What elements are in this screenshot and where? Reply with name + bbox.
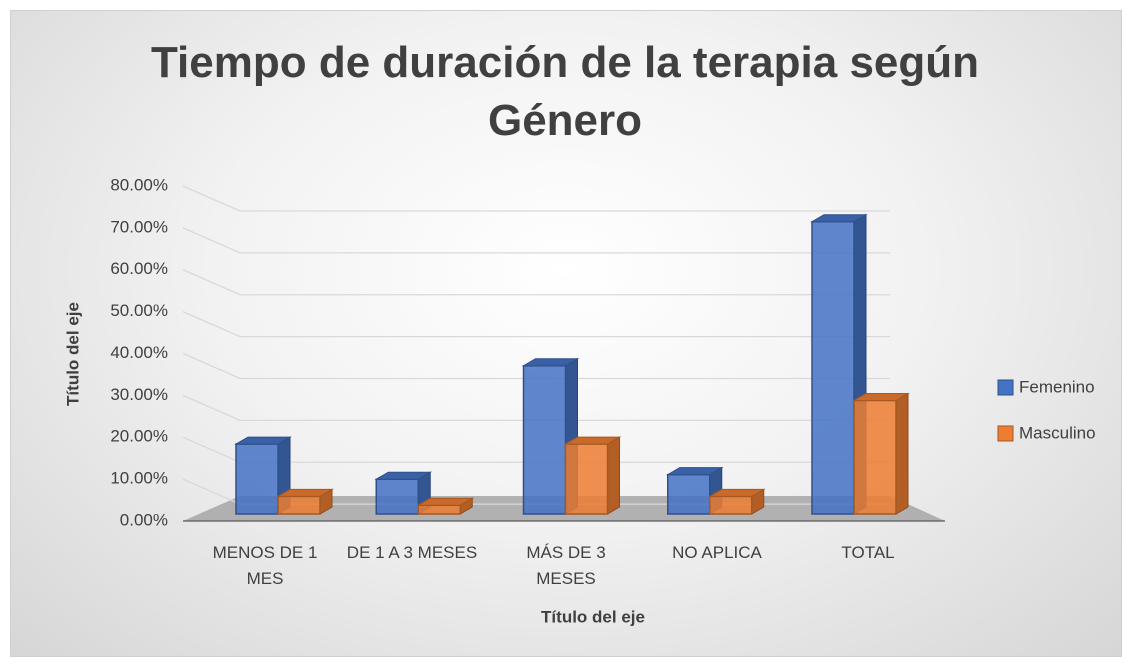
- y-tick-label: 20.00%: [110, 427, 168, 446]
- bar-top: [276, 488, 334, 497]
- x-tick-label: DE 1 A 3 MESES: [346, 543, 478, 562]
- y-tick-label: 80.00%: [110, 175, 168, 194]
- bar-top: [707, 488, 766, 497]
- bar-top: [665, 467, 724, 476]
- bar: [522, 365, 567, 515]
- bar: [417, 504, 461, 515]
- x-tick-label: MENOS DE 1 MES: [212, 543, 318, 588]
- bar-top: [563, 436, 622, 445]
- legend-label: Femenino: [1019, 377, 1095, 396]
- y-tick-label: 60.00%: [110, 259, 168, 278]
- bar-top: [374, 471, 433, 480]
- y-tick-label: 50.00%: [110, 301, 168, 320]
- bar-top: [852, 393, 910, 402]
- y-axis-title: Título del eje: [63, 302, 82, 406]
- bar-side: [607, 436, 620, 515]
- grid-line: [182, 227, 890, 254]
- bar: [667, 473, 711, 515]
- y-tick-label: 70.00%: [110, 217, 168, 236]
- bar: [277, 495, 321, 515]
- bar: [709, 495, 753, 515]
- grid-line: [182, 394, 890, 422]
- bar-top: [810, 214, 868, 223]
- x-tick-label: MÁS DE 3 MESES: [526, 543, 606, 588]
- bar-top: [234, 436, 292, 445]
- y-tick-label: 30.00%: [110, 385, 168, 404]
- chart-area: [10, 10, 1122, 657]
- bar: [564, 443, 609, 515]
- y-tick-label: 10.00%: [110, 469, 168, 488]
- legend-label: Masculino: [1019, 423, 1096, 442]
- legend-swatch: [997, 379, 1014, 396]
- legend-swatch: [997, 425, 1014, 442]
- grid-line: [182, 269, 890, 296]
- bar-top: [521, 358, 580, 367]
- grid-line: [182, 185, 890, 212]
- x-tick-label: TOTAL: [841, 543, 895, 562]
- chart-title: Tiempo de duración de la terapia según G…: [150, 38, 980, 145]
- x-axis-title: Título del eje: [541, 607, 645, 626]
- bar: [811, 220, 855, 515]
- grid-line: [182, 352, 890, 380]
- y-tick-label: 0.00%: [120, 510, 168, 529]
- x-tick-label: NO APLICA: [672, 543, 762, 562]
- bar: [375, 478, 419, 515]
- bar: [235, 443, 279, 515]
- y-tick-label: 40.00%: [110, 343, 168, 362]
- grid-line: [182, 311, 890, 338]
- bar-side: [895, 392, 909, 515]
- bar: [853, 399, 897, 515]
- bar-top: [416, 497, 475, 506]
